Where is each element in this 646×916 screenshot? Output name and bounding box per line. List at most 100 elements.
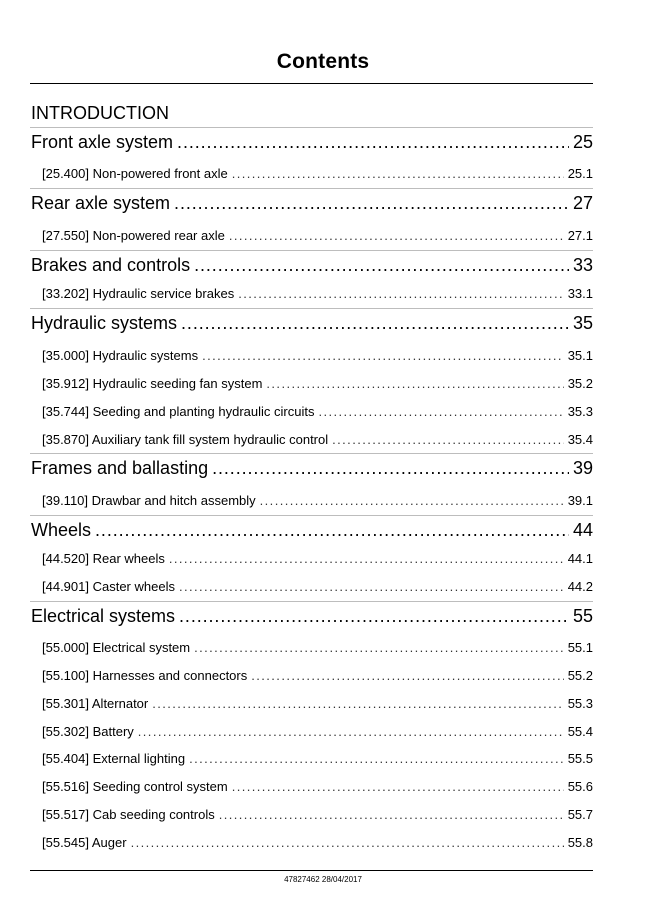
title-divider [30,83,593,84]
introduction-heading: INTRODUCTION [31,103,169,123]
dot-leader: ........................................… [95,520,569,540]
footer-divider [30,870,593,871]
dot-leader: ........................................… [174,193,569,213]
chapter-divider [30,188,593,189]
page-number: 44.2 [567,579,593,594]
toc-section-entry[interactable]: [55.302] Battery........................… [42,724,593,739]
section-title: [55.100] Harnesses and connectors [42,668,248,683]
toc-section-entry[interactable]: [35.912] Hydraulic seeding fan system...… [42,376,593,391]
dot-leader: ........................................… [137,724,564,739]
section-title: [27.550] Non-powered rear axle [42,228,225,243]
section-title: [55.545] Auger [42,835,127,850]
page-number: 44.1 [567,551,593,566]
dot-leader: ........................................… [130,835,564,850]
toc-section-entry[interactable]: [35.744] Seeding and planting hydraulic … [42,404,593,419]
dot-leader: ........................................… [152,696,564,711]
dot-leader: ........................................… [238,286,564,301]
page-number: 25.1 [567,166,593,181]
dot-leader: ........................................… [194,255,569,275]
toc-chapter-entry[interactable]: Front axle system.......................… [31,132,593,153]
dot-leader: ........................................… [202,348,564,363]
page-number: 35.1 [567,348,593,363]
toc-chapter-entry[interactable]: Wheels..................................… [31,520,593,541]
toc-chapter-entry[interactable]: Brakes and controls.....................… [31,255,593,276]
chapter-title: Wheels [31,520,92,540]
toc-chapter-entry[interactable]: Frames and ballasting...................… [31,458,593,479]
section-title: [35.744] Seeding and planting hydraulic … [42,404,315,419]
section-title: [55.516] Seeding control system [42,779,228,794]
page-number: 55 [572,606,593,626]
chapter-title: Frames and ballasting [31,458,209,478]
dot-leader: ........................................… [179,606,569,626]
toc-section-entry[interactable]: [25.400] Non-powered front axle.........… [42,166,593,181]
page-number: 44 [572,520,593,540]
page-number: 55.2 [567,668,593,683]
section-title: [35.000] Hydraulic systems [42,348,199,363]
page-number: 55.3 [567,696,593,711]
page-number: 25 [572,132,593,152]
toc-section-entry[interactable]: [27.550] Non-powered rear axle..........… [42,228,593,243]
toc-chapter-entry[interactable]: Hydraulic systems.......................… [31,313,593,334]
dot-leader: ........................................… [212,458,569,478]
dot-leader: ........................................… [194,640,564,655]
chapter-title: Rear axle system [31,193,171,213]
toc-section-entry[interactable]: [44.901] Caster wheels..................… [42,579,593,594]
section-title: [39.110] Drawbar and hitch assembly [42,493,256,508]
toc-section-entry[interactable]: [55.516] Seeding control system.........… [42,779,593,794]
section-title: [35.912] Hydraulic seeding fan system [42,376,263,391]
page-number: 27.1 [567,228,593,243]
dot-leader: ........................................… [251,668,564,683]
dot-leader: ........................................… [231,166,564,181]
section-title: [33.202] Hydraulic service brakes [42,286,235,301]
toc-section-entry[interactable]: [55.517] Cab seeding controls...........… [42,807,593,822]
section-title: [55.404] External lighting [42,751,186,766]
dot-leader: ........................................… [266,376,564,391]
page-number: 35.3 [567,404,593,419]
toc-section-entry[interactable]: [55.000] Electrical system..............… [42,640,593,655]
chapter-title: Hydraulic systems [31,313,178,333]
chapter-title: Electrical systems [31,606,176,626]
page-number: 35.4 [567,432,593,447]
dot-leader: ........................................… [178,579,564,594]
page-number: 55.7 [567,807,593,822]
dot-leader: ........................................… [228,228,564,243]
chapter-divider [30,308,593,309]
dot-leader: ........................................… [189,751,564,766]
toc-section-entry[interactable]: [33.202] Hydraulic service brakes.......… [42,286,593,301]
toc-section-entry[interactable]: [55.301] Alternator.....................… [42,696,593,711]
dot-leader: ........................................… [231,779,564,794]
dot-leader: ........................................… [259,493,564,508]
toc-section-entry[interactable]: [35.870] Auxiliary tank fill system hydr… [42,432,593,447]
chapter-title: Brakes and controls [31,255,191,275]
dot-leader: ........................................… [318,404,564,419]
toc-section-entry[interactable]: [35.000] Hydraulic systems..............… [42,348,593,363]
toc-chapter-entry[interactable]: Electrical systems......................… [31,606,593,627]
page-number: 35.2 [567,376,593,391]
dot-leader: ........................................… [177,132,569,152]
chapter-divider [30,515,593,516]
section-title: [25.400] Non-powered front axle [42,166,228,181]
chapter-divider [30,250,593,251]
section-title: [55.000] Electrical system [42,640,191,655]
page-number: 55.1 [567,640,593,655]
section-title: [35.870] Auxiliary tank fill system hydr… [42,432,329,447]
toc-section-entry[interactable]: [55.100] Harnesses and connectors.......… [42,668,593,683]
toc-section-entry[interactable]: [39.110] Drawbar and hitch assembly.....… [42,493,593,508]
page-title: Contents [276,50,370,73]
page-number: 33.1 [567,286,593,301]
page-number: 39.1 [567,493,593,508]
page-number: 55.6 [567,779,593,794]
footer-doc-id: 47827462 28/04/2017 [284,875,362,884]
page-number: 55.8 [567,835,593,850]
toc-section-entry[interactable]: [55.404] External lighting..............… [42,751,593,766]
chapter-title: Front axle system [31,132,174,152]
page-number: 55.4 [567,724,593,739]
toc-section-entry[interactable]: [44.520] Rear wheels....................… [42,551,593,566]
chapter-divider [30,601,593,602]
section-title: [55.301] Alternator [42,696,149,711]
page-number: 27 [572,193,593,213]
section-title: [55.517] Cab seeding controls [42,807,215,822]
toc-section-entry[interactable]: [55.545] Auger..........................… [42,835,593,850]
toc-chapter-entry[interactable]: Rear axle system........................… [31,193,593,214]
chapter-divider [30,127,593,128]
